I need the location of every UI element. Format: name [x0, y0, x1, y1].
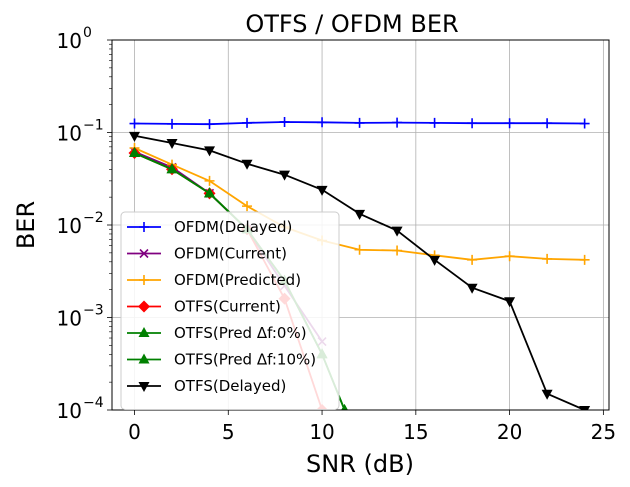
- triangle-down-marker: [129, 131, 141, 142]
- plus-marker: [139, 222, 149, 232]
- legend-label: OTFS(Pred Δf:10%): [174, 351, 316, 369]
- series-6: [129, 131, 591, 410]
- triangle-up-marker: [204, 187, 216, 198]
- y-tick-label: 10: [57, 122, 82, 146]
- plus-marker: [167, 118, 178, 129]
- triangle-down-marker: [541, 389, 553, 400]
- y-tick-label: 10: [57, 29, 82, 53]
- triangle-down-marker: [138, 382, 150, 392]
- x-tick-label: 20: [497, 420, 522, 444]
- series-0: [129, 116, 590, 130]
- plus-marker: [467, 254, 478, 265]
- plus-marker: [129, 118, 140, 129]
- legend-entry: OTFS(Current): [127, 298, 281, 316]
- triangle-down-marker: [504, 297, 516, 308]
- y-tick-label: 10: [57, 399, 82, 423]
- legend-entry: OTFS(Delayed): [127, 377, 286, 395]
- plus-marker: [579, 254, 590, 265]
- legend-label: OFDM(Predicted): [174, 271, 301, 289]
- plus-marker: [354, 117, 365, 128]
- legend-label: OFDM(Current): [174, 245, 287, 263]
- y-tick-base: 10: [57, 214, 82, 238]
- triangle-down-marker: [354, 209, 366, 220]
- legend: OFDM(Delayed) OFDM(Current) OFDM(Predicted…: [120, 211, 340, 410]
- plus-marker: [429, 117, 440, 128]
- x-tick-label: 5: [222, 420, 235, 444]
- y-tick-label: 10: [57, 214, 82, 238]
- plus-marker: [279, 116, 290, 127]
- x-axis-label: SNR (dB): [306, 450, 414, 478]
- plus-marker: [467, 118, 478, 129]
- x-tick-label: 10: [309, 420, 334, 444]
- x-tick-label: 0: [128, 420, 141, 444]
- plus-marker: [242, 117, 253, 128]
- legend-label: OTFS(Pred Δf:0%): [174, 324, 307, 342]
- y-tick-base: 10: [57, 29, 82, 53]
- legend-entry: OTFS(Pred Δf:0%): [127, 324, 307, 342]
- plus-marker: [392, 245, 403, 256]
- y-tick-exponent: 0: [83, 25, 92, 41]
- triangle-down-marker: [579, 406, 591, 410]
- y-tick-label: 10: [57, 307, 82, 331]
- triangle-down-marker: [429, 255, 441, 266]
- plus-marker: [354, 244, 365, 255]
- y-tick-exponent: −1: [83, 118, 104, 134]
- plus-marker: [542, 253, 553, 264]
- triangle-up-marker: [166, 163, 178, 174]
- x-marker: [139, 248, 149, 259]
- triangle-down-marker: [241, 159, 253, 170]
- triangle-up-marker: [138, 353, 150, 364]
- y-tick-exponent: −2: [83, 210, 104, 226]
- triangle-down-marker: [166, 138, 178, 149]
- legend-entry: OFDM(Delayed): [127, 218, 292, 236]
- plus-marker: [504, 118, 515, 129]
- plus-marker: [504, 251, 515, 262]
- plus-marker: [204, 175, 215, 186]
- plus-marker: [204, 119, 215, 130]
- series-2: [129, 142, 590, 265]
- legend-box: [120, 211, 340, 410]
- legend-entry: OFDM(Current): [127, 245, 287, 263]
- x-tick-label: 25: [591, 420, 616, 444]
- legend-label: OTFS(Current): [174, 298, 281, 316]
- y-tick-exponent: −3: [83, 303, 104, 319]
- plus-marker: [317, 117, 328, 128]
- x-tick-label: 15: [403, 420, 428, 444]
- triangle-down-marker: [466, 283, 478, 294]
- triangle-down-marker: [204, 146, 216, 157]
- triangle-up-marker: [129, 147, 141, 158]
- triangle-down-marker: [391, 226, 403, 237]
- legend-entry: OFDM(Predicted): [127, 271, 301, 289]
- diamond-marker: [138, 300, 150, 313]
- plus-marker: [392, 117, 403, 128]
- y-tick-base: 10: [57, 399, 82, 423]
- triangle-up-marker: [341, 404, 348, 410]
- triangle-down-marker: [316, 185, 328, 196]
- y-axis-label: BER: [12, 201, 40, 249]
- legend-entry: OTFS(Pred Δf:10%): [127, 351, 316, 369]
- legend-label: OTFS(Delayed): [174, 377, 286, 395]
- plus-marker: [579, 118, 590, 129]
- chart-title: OTFS / OFDM BER: [245, 10, 458, 38]
- y-tick-exponent: −4: [83, 395, 104, 411]
- legend-label: OFDM(Delayed): [174, 218, 292, 236]
- plus-marker: [242, 201, 253, 212]
- triangle-down-marker: [279, 170, 291, 181]
- plus-marker: [139, 275, 149, 285]
- y-tick-base: 10: [57, 307, 82, 331]
- plus-marker: [542, 118, 553, 129]
- triangle-up-marker: [138, 327, 150, 337]
- y-tick-base: 10: [57, 122, 82, 146]
